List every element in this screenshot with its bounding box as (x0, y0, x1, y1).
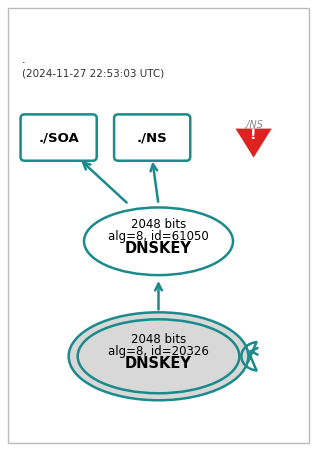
Text: ./NS: ./NS (137, 131, 168, 144)
Ellipse shape (69, 312, 248, 400)
Text: 2048 bits: 2048 bits (131, 333, 186, 346)
Text: !: ! (250, 128, 257, 142)
Polygon shape (234, 128, 274, 160)
Text: alg=8, id=61050: alg=8, id=61050 (108, 230, 209, 243)
FancyBboxPatch shape (21, 115, 97, 161)
Text: (2024-11-27 22:53:03 UTC): (2024-11-27 22:53:03 UTC) (22, 68, 164, 78)
Text: alg=8, id=20326: alg=8, id=20326 (108, 345, 209, 358)
Text: DNSKEY: DNSKEY (125, 241, 192, 256)
FancyBboxPatch shape (114, 115, 190, 161)
Text: .: . (22, 55, 26, 65)
Text: ./NS: ./NS (244, 120, 263, 129)
Ellipse shape (78, 319, 239, 393)
Text: DNSKEY: DNSKEY (125, 356, 192, 371)
Text: ./SOA: ./SOA (38, 131, 79, 144)
Ellipse shape (84, 207, 233, 275)
Text: 2048 bits: 2048 bits (131, 218, 186, 231)
